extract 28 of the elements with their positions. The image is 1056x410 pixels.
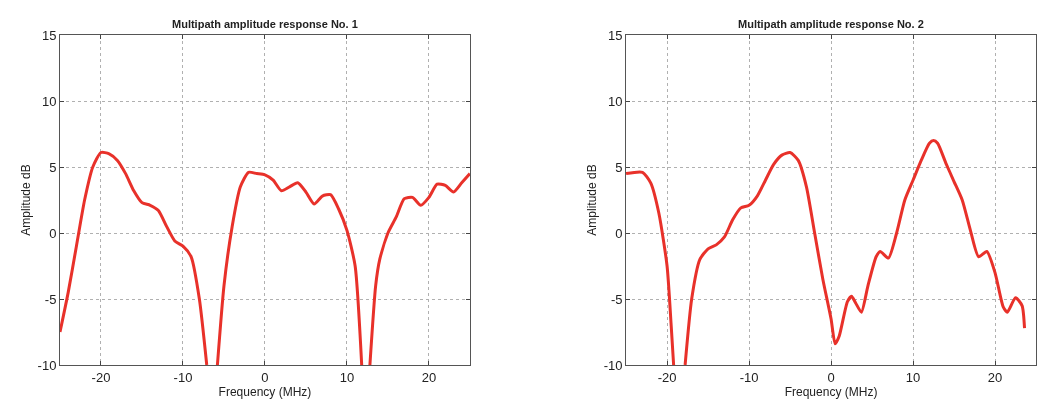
y-tick-label: 10 (608, 93, 623, 109)
x-tick-label: 20 (987, 369, 1003, 385)
x-tick-label: 0 (261, 369, 269, 385)
y-axis-title: Amplitude dB (18, 164, 33, 236)
chart-title: Multipath amplitude response No. 1 (172, 18, 358, 30)
y-tick-label: 0 (615, 225, 623, 241)
x-axis-title: Frequency (MHz) (784, 384, 878, 399)
x-tick-label: -20 (657, 369, 677, 385)
x-tick-label: 10 (905, 369, 921, 385)
x-tick-label: 0 (827, 369, 835, 385)
x-tick-label: -20 (91, 369, 111, 385)
chart-title: Multipath amplitude response No. 2 (738, 18, 924, 30)
y-tick-label: 10 (41, 93, 57, 109)
y-tick-label: 15 (41, 27, 57, 43)
y-tick-label: -10 (37, 357, 57, 373)
x-tick-label: -10 (739, 369, 759, 385)
y-tick-label: 5 (615, 159, 623, 175)
y-tick-label: -5 (610, 291, 623, 307)
y-tick-label: 0 (49, 225, 57, 241)
y-axis-title: Amplitude dB (584, 164, 599, 236)
y-tick-label: 5 (49, 159, 57, 175)
y-tick-label: -5 (44, 291, 57, 307)
x-tick-label: -10 (173, 369, 193, 385)
x-tick-label: 10 (339, 369, 355, 385)
y-tick-label: -10 (603, 357, 623, 373)
y-tick-label: 15 (608, 27, 623, 43)
x-axis-title: Frequency (MHz) (218, 384, 312, 399)
x-tick-label: 20 (421, 369, 437, 385)
